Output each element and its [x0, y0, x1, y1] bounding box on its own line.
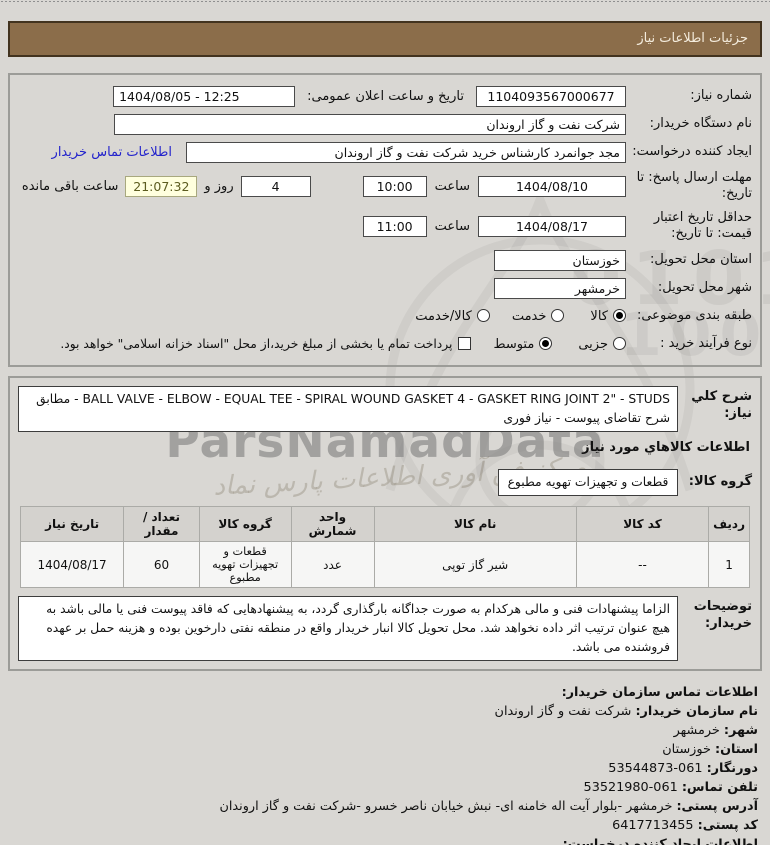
contact-line: کد پستی: 6417713455: [612, 818, 758, 834]
buyer-org-field[interactable]: شرکت نفت و گاز اروندان: [114, 113, 626, 135]
creator-row: ایجاد کننده درخواست: مجد جوانمرد کارشناس…: [18, 139, 752, 165]
contact-line: استان: خوزستان: [662, 742, 758, 758]
announce-label: تاریخ و ساعت اعلان عمومی:: [307, 88, 464, 104]
col-code: کد کالا: [575, 506, 710, 543]
need-info-panel: شماره نیاز: 1104093567000677 تاریخ و ساع…: [8, 73, 762, 367]
goods-table-row: 1 -- شیر گاز توپی عدد قطعات و تجهیزات ته…: [19, 541, 750, 589]
countdown-field: 21:07:32: [125, 175, 198, 197]
buyer-notes-box: الزاما پیشنهادات فنی و مالی هرکدام به صو…: [18, 596, 678, 662]
process-type-label: نوع فرآیند خرید :: [660, 335, 752, 351]
hours-remaining-label: ساعت باقی مانده: [21, 178, 119, 194]
province-label: استان محل تحویل:: [650, 251, 752, 267]
col-need-date: تاریخ نیاز: [19, 506, 125, 543]
option-medium[interactable]: متوسط: [493, 336, 553, 352]
price-validity-row: حداقل تاریخ اعتبار قیمت: تا تاریخ: 1404/…: [18, 207, 752, 245]
city-label: شهر محل تحویل:: [657, 279, 752, 295]
page-title: جزئیات اطلاعات نیاز: [8, 21, 762, 57]
treasury-option[interactable]: پرداخت تمام یا بخشی از مبلغ خرید،از محل …: [60, 337, 472, 351]
creator-label: ایجاد کننده درخواست:: [632, 143, 752, 159]
radio-goods-service[interactable]: [476, 308, 490, 322]
radio-medium[interactable]: [539, 336, 553, 350]
description-label: شرح کلي نیاز:: [691, 389, 752, 421]
radio-partial[interactable]: [613, 336, 626, 350]
process-type-row: نوع فرآیند خرید : جزیی متوسط پرداخت تمام…: [18, 331, 752, 357]
option-goods-service[interactable]: کالا/خدمت: [415, 308, 490, 324]
contact-line: شهر: خرمشهر: [673, 723, 758, 739]
cell-code: --: [575, 541, 710, 589]
city-field[interactable]: خرمشهر: [494, 277, 626, 299]
cell-name: شیر گاز توپی: [373, 541, 577, 589]
remaining-days-field[interactable]: 4: [240, 175, 311, 197]
cell-group: قطعات و تجهیزات تهویه مطبوع: [198, 541, 292, 589]
creator-info-title: اطلاعات ایجاد کننده درخواست:: [562, 837, 758, 845]
contact-line: نام سازمان خریدار: شرکت نفت و گاز اروندا…: [494, 704, 758, 720]
contact-title: اطلاعات تماس سازمان خریدار:: [561, 685, 758, 701]
description-row: شرح کلي نیاز: BALL VALVE - ELBOW - EQUAL…: [18, 386, 752, 433]
description-box: BALL VALVE - ELBOW - EQUAL TEE - SPIRAL …: [18, 386, 678, 433]
validity-hour-label: ساعت: [434, 218, 470, 234]
buyer-contact-link[interactable]: اطلاعات تماس خریدار: [51, 144, 172, 160]
option-partial[interactable]: جزیی: [578, 336, 626, 352]
buyer-notes-row: توضیحات خریدار: الزاما پیشنهادات فنی و م…: [18, 596, 752, 662]
contact-line: تلفن تماس: 53521980-061: [583, 780, 758, 796]
classification-row: طبقه بندی موضوعی: کالا خدمت کالا/خدمت: [18, 303, 752, 329]
goods-group-label: گروه کالا:: [688, 474, 752, 490]
cell-need-date: 1404/08/17: [19, 541, 125, 589]
col-group: گروه کالا: [198, 506, 292, 543]
days-and-label: روز و: [204, 178, 234, 194]
price-validity-label: حداقل تاریخ اعتبار قیمت: تا تاریخ:: [653, 209, 752, 241]
contact-line: آدرس پستی: خرمشهر -بلوار آیت اله خامنه ا…: [219, 799, 758, 815]
goods-group-box: قطعات و تجهیزات تهویه مطبوع: [498, 469, 678, 497]
cell-qty: 60: [123, 541, 200, 589]
cell-row: 1: [708, 541, 750, 589]
classification-label: طبقه بندی موضوعی:: [636, 307, 752, 323]
option-goods[interactable]: کالا: [590, 308, 626, 324]
deadline-date-field[interactable]: 1404/08/10: [478, 175, 626, 197]
city-row: شهر محل تحویل: خرمشهر: [18, 275, 752, 301]
creator-field[interactable]: مجد جوانمرد کارشناس خرید شرکت نفت و گاز …: [186, 141, 626, 163]
cell-unit: عدد: [290, 541, 375, 589]
goods-section-title: اطلاعات کالاهاي مورد نیاز: [582, 440, 750, 456]
goods-table: ردیف کد کالا نام کالا واحد شمارش گروه کا…: [19, 506, 750, 589]
need-number-label: شماره نیاز:: [690, 87, 752, 103]
deadline-row: مهلت ارسال پاسخ: تا تاریخ: 1404/08/10 سا…: [18, 167, 752, 205]
radio-goods[interactable]: [613, 308, 626, 322]
buyer-org-row: نام دستگاه خریدار: شرکت نفت و گاز اروندا…: [18, 111, 752, 137]
need-number-row: شماره نیاز: 1104093567000677 تاریخ و ساع…: [18, 83, 752, 109]
buyer-org-label: نام دستگاه خریدار:: [649, 115, 752, 131]
goods-table-header-row: ردیف کد کالا نام کالا واحد شمارش گروه کا…: [19, 506, 750, 543]
goods-panel: شرح کلي نیاز: BALL VALVE - ELBOW - EQUAL…: [8, 376, 762, 672]
col-row: ردیف: [708, 506, 750, 543]
deadline-hour-field[interactable]: 10:00: [362, 175, 427, 197]
validity-hour-field[interactable]: 11:00: [362, 215, 427, 237]
province-field[interactable]: خوزستان: [494, 249, 626, 271]
validity-date-field[interactable]: 1404/08/17: [478, 215, 626, 237]
col-qty: تعداد / مقدار: [123, 506, 200, 543]
contact-section: اطلاعات تماس سازمان خریدار: نام سازمان خ…: [8, 683, 758, 845]
deadline-label: مهلت ارسال پاسخ: تا تاریخ:: [636, 169, 752, 201]
announce-datetime-field[interactable]: 1404/08/05 - 12:25: [113, 85, 296, 107]
col-unit: واحد شمارش: [290, 506, 375, 543]
buyer-notes-label: توضیحات خریدار:: [693, 599, 752, 632]
radio-service[interactable]: [551, 308, 565, 322]
province-row: استان محل تحویل: خوزستان: [18, 247, 752, 273]
need-number-field[interactable]: 1104093567000677: [476, 85, 626, 107]
option-service[interactable]: خدمت: [512, 308, 565, 324]
deadline-hour-label: ساعت: [434, 178, 470, 194]
treasury-checkbox[interactable]: [458, 337, 472, 350]
col-name: نام کالا: [373, 506, 577, 543]
contact-line: دورنگار: 53544873-061: [608, 761, 758, 777]
goods-group-row: گروه کالا: قطعات و تجهیزات تهویه مطبوع: [18, 469, 752, 497]
top-dotted-strip: [0, 0, 770, 3]
